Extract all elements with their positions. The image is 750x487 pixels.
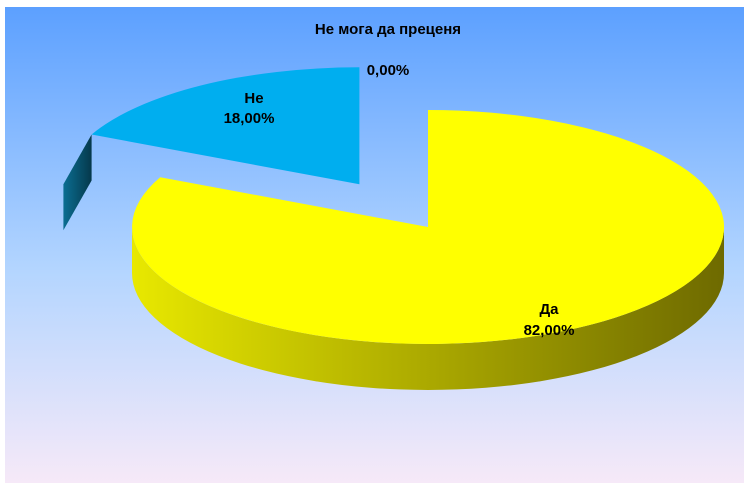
slice-da — [132, 110, 725, 390]
label-na-name: Не мога да преценя — [315, 21, 461, 38]
label-da-value: 82,00% — [524, 322, 575, 339]
slice-ne-top — [91, 67, 360, 185]
label-da-name: Да — [539, 301, 559, 318]
label-na-value: 0,00% — [367, 62, 410, 79]
slice-da-top — [132, 110, 725, 344]
slice-ne-side — [63, 134, 92, 231]
slice-ne — [63, 67, 360, 231]
label-ne-value: 18,00% — [224, 110, 275, 127]
label-ne-name: Не — [244, 90, 263, 107]
slice-da-side — [132, 227, 724, 390]
